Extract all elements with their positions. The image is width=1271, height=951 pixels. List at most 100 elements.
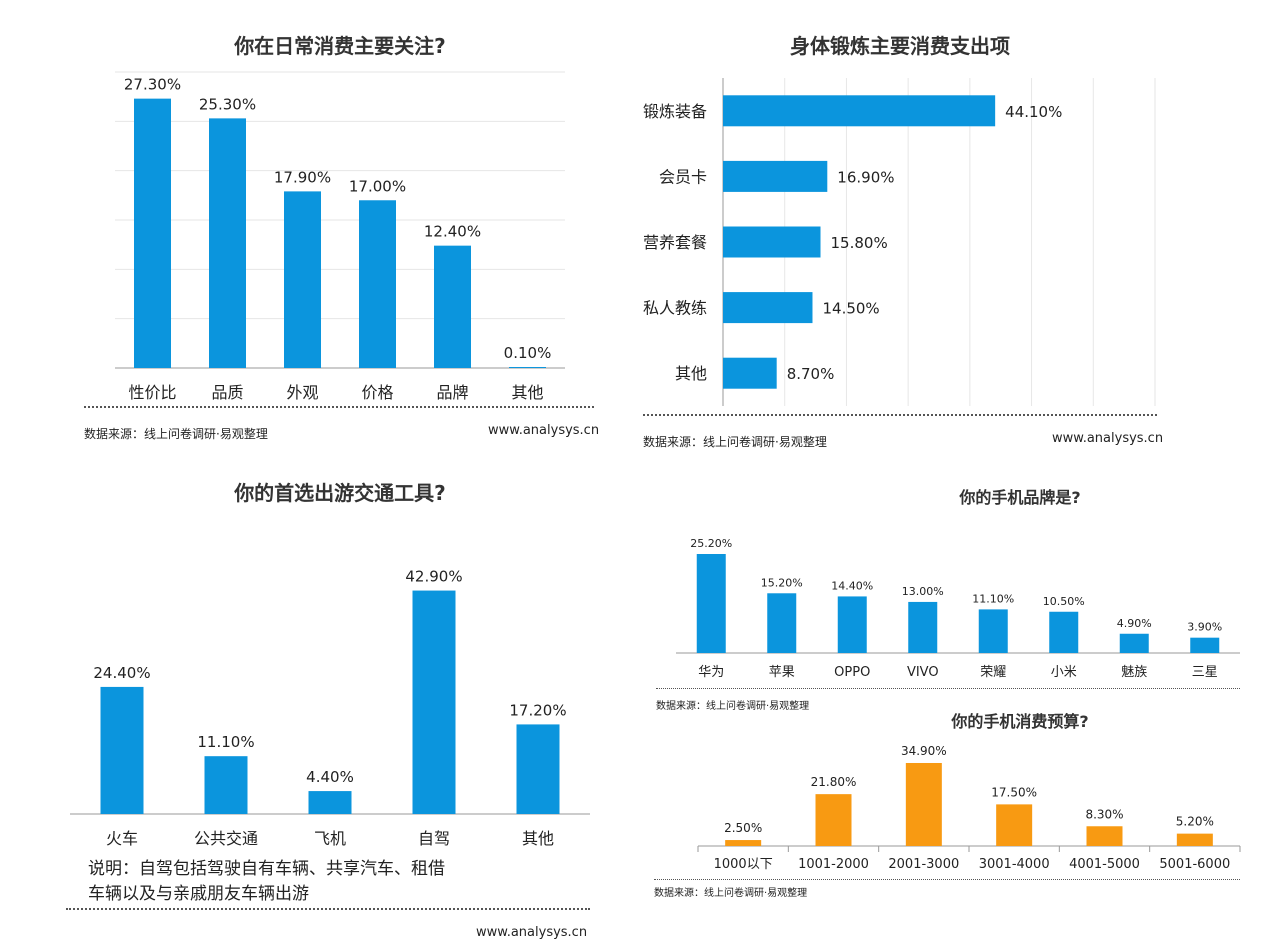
category-label: 1001-2000: [798, 857, 869, 872]
category-label: 价格: [361, 383, 393, 402]
category-label: 性价比: [128, 383, 176, 402]
data-label: 11.10%: [197, 733, 254, 751]
footer-divider: [84, 406, 594, 408]
bar: [1190, 637, 1220, 653]
data-source: 数据来源：线上问卷调研·易观整理: [643, 435, 827, 449]
data-label: 13.00%: [902, 585, 944, 598]
data-source: 数据来源：线上问卷调研·易观整理: [84, 427, 268, 441]
data-label: 21.80%: [811, 775, 857, 789]
site-url: www.analysys.cn: [1052, 431, 1164, 446]
category-label: 华为: [698, 665, 724, 680]
bar: [723, 160, 828, 192]
data-label: 11.10%: [972, 592, 1014, 605]
category-label: 小米: [1051, 665, 1077, 680]
chart-svg: 24.40% 火车 11.10% 公共交通 4.40% 飞机 42.90% 自驾 17.20% 其…: [70, 568, 590, 848]
bar: [723, 357, 777, 389]
bar: [434, 245, 471, 368]
bar: [209, 118, 246, 368]
bar: [134, 98, 171, 368]
bar: [516, 724, 560, 814]
bar: [100, 686, 144, 814]
data-label: 17.90%: [274, 168, 331, 186]
bar: [767, 593, 797, 653]
bar: [837, 596, 867, 653]
chart-fitness-spending: 身体锻炼主要消费支出项 44.10% 锻炼装备 16.90% 会员卡 15.80% 营养套…: [0, 0, 1271, 460]
bar: [1119, 633, 1149, 653]
data-label: 42.90%: [405, 568, 462, 586]
chart-svg: 27.30% 性价比 25.30% 品质 17.90% 外观 17.00% 价格 12.40% 品…: [115, 71, 565, 402]
category-label: 品牌: [436, 383, 468, 402]
chart-title: 你的手机消费预算?: [951, 712, 1089, 731]
bar: [905, 762, 942, 846]
bar: [725, 840, 762, 846]
category-label: 私人教练: [643, 299, 707, 318]
data-label: 24.40%: [93, 664, 150, 682]
chart-title: 你的手机品牌是?: [959, 488, 1081, 507]
category-label: 品质: [211, 383, 243, 402]
data-label: 25.30%: [199, 95, 256, 113]
data-label: 4.90%: [1117, 617, 1152, 630]
category-label: OPPO: [834, 665, 870, 680]
data-label: 15.80%: [831, 234, 888, 252]
category-label: 飞机: [314, 829, 346, 848]
data-label: 12.40%: [424, 223, 481, 241]
category-label: 2001-3000: [888, 857, 959, 872]
data-label: 17.00%: [349, 177, 406, 195]
bar: [359, 200, 396, 368]
bar: [978, 609, 1008, 653]
bar: [723, 95, 996, 127]
data-label: 3.90%: [1187, 621, 1222, 634]
bar: [723, 226, 821, 258]
data-label: 17.20%: [509, 701, 566, 719]
bar: [996, 804, 1033, 846]
bar: [308, 791, 352, 814]
chart-svg: 44.10% 锻炼装备 16.90% 会员卡 15.80% 营养套餐 14.50% 私人教练 8…: [643, 78, 1156, 406]
category-label: 自驾: [418, 829, 450, 848]
data-label: 17.50%: [991, 785, 1037, 799]
data-source: 数据来源：线上问卷调研·易观整理: [656, 701, 810, 712]
data-label: 25.20%: [690, 537, 732, 550]
chart-svg: 25.20% 华为 15.20% 苹果 14.40% OPPO 13.00% VIVO 11.1…: [676, 537, 1240, 680]
data-label: 14.50%: [822, 300, 879, 318]
bar: [1049, 611, 1079, 653]
category-label: 其他: [675, 364, 707, 383]
data-source: 数据来源：线上问卷调研·易观整理: [654, 888, 808, 899]
bar: [1086, 826, 1123, 846]
data-label: 4.40%: [306, 768, 354, 786]
category-label: 4001-5000: [1069, 857, 1140, 872]
bar: [1176, 833, 1213, 846]
data-label: 15.20%: [761, 576, 803, 589]
data-label: 8.70%: [787, 365, 835, 383]
bar: [696, 554, 726, 653]
chart-title: 身体锻炼主要消费支出项: [790, 34, 1010, 58]
category-label: 营养套餐: [643, 233, 707, 252]
bar: [284, 191, 321, 368]
data-label: 2.50%: [724, 821, 762, 835]
bar: [509, 367, 546, 368]
footer-divider: [66, 908, 590, 910]
category-label: 公共交通: [194, 829, 258, 848]
data-label: 16.90%: [837, 168, 894, 186]
data-label: 44.10%: [1005, 103, 1062, 121]
data-label: 14.40%: [831, 579, 873, 592]
data-label: 10.50%: [1043, 595, 1085, 608]
chart-svg: 2.50% 1000以下 21.80% 1001-2000 34.90% 2001-300…: [697, 744, 1241, 872]
category-label: VIVO: [907, 665, 939, 680]
chart-phone-budget: 你的手机消费预算? 2.50% 1000以下 21.80% 1001-2000 34.9…: [640, 700, 1271, 951]
footer-divider: [643, 414, 1157, 416]
chart-phone-brand: 你的手机品牌是? 25.20% 华为 15.20% 苹果 14.40% OPPO 13.00…: [640, 470, 1271, 715]
data-label: 0.10%: [504, 344, 552, 362]
category-label: 1000以下: [714, 857, 773, 872]
category-label: 其他: [522, 829, 554, 848]
bar: [412, 590, 456, 814]
category-label: 苹果: [769, 665, 795, 680]
chart-travel-transport: 你的首选出游交通工具? 24.40% 火车 11.10% 公共交通 4.40% 飞机 42.…: [0, 460, 620, 951]
footer-divider: [656, 688, 1240, 689]
bar: [908, 601, 938, 653]
site-url: www.analysys.cn: [476, 925, 588, 940]
chart-note: 说明：自驾包括驾驶自有车辆、共享汽车、租借车辆以及与亲戚朋友车辆出游: [88, 859, 445, 904]
category-label: 荣耀: [980, 665, 1006, 680]
category-label: 三星: [1192, 665, 1218, 680]
category-label: 3001-4000: [979, 857, 1050, 872]
category-label: 5001-6000: [1159, 857, 1230, 872]
